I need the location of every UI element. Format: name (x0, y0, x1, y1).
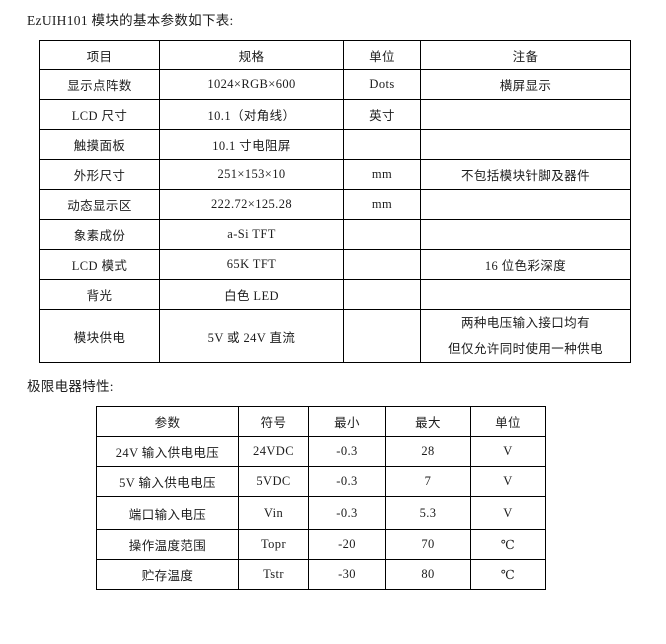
cell-spec: 10.1（对角线） (159, 99, 344, 130)
cell-symbol: Tstr (238, 559, 309, 590)
cell-spec: 251×153×10 (159, 159, 344, 190)
cell-unit: V (470, 436, 546, 467)
cell-note: 两种电压输入接口均有 但仅允许同时使用一种供电 (420, 309, 631, 363)
cell-min: -0.3 (308, 466, 386, 497)
cell-unit (343, 129, 421, 160)
cell-param: 操作温度范围 (96, 529, 239, 560)
cell-item: 模块供电 (39, 309, 160, 363)
limits-header-row: 参数 符号 最小 最大 单位 (96, 406, 546, 437)
cell-max: 70 (385, 529, 471, 560)
cell-symbol: 5VDC (238, 466, 309, 497)
cell-unit: V (470, 496, 546, 530)
cell-max: 28 (385, 436, 471, 467)
cell-spec: 白色 LED (159, 279, 344, 310)
col-header-symbol: 符号 (238, 406, 309, 437)
cell-param: 5V 输入供电电压 (96, 466, 239, 497)
cell-note (420, 129, 631, 160)
table-row: 象素成份 a-Si TFT (39, 219, 631, 250)
cell-note (420, 189, 631, 220)
cell-note: 不包括模块针脚及器件 (420, 159, 631, 190)
cell-note (420, 99, 631, 130)
cell-unit (343, 279, 421, 310)
cell-item: LCD 模式 (39, 249, 160, 280)
limits-table: 参数 符号 最小 最大 单位 24V 输入供电电压 24VDC -0.3 28 … (96, 406, 546, 590)
limits-section-title: 极限电器特性: (27, 379, 114, 394)
cell-spec: 1024×RGB×600 (159, 69, 344, 100)
cell-item: 触摸面板 (39, 129, 160, 160)
cell-item: 象素成份 (39, 219, 160, 250)
cell-unit: 英寸 (343, 99, 421, 130)
cell-unit (343, 249, 421, 280)
cell-spec: 65K TFT (159, 249, 344, 280)
cell-param: 端口输入电压 (96, 496, 239, 530)
basic-params-table: 项目 规格 单位 注备 显示点阵数 1024×RGB×600 Dots 横屏显示… (39, 40, 631, 363)
cell-note (420, 219, 631, 250)
cell-note: 16 位色彩深度 (420, 249, 631, 280)
cell-item: LCD 尺寸 (39, 99, 160, 130)
table-row: 背光 白色 LED (39, 279, 631, 310)
table-row: 24V 输入供电电压 24VDC -0.3 28 V (96, 436, 546, 467)
cell-note (420, 279, 631, 310)
col-header-max: 最大 (385, 406, 471, 437)
cell-note: 横屏显示 (420, 69, 631, 100)
table-row: 触摸面板 10.1 寸电阻屏 (39, 129, 631, 160)
cell-item: 外形尺寸 (39, 159, 160, 190)
cell-item: 背光 (39, 279, 160, 310)
table-row: LCD 尺寸 10.1（对角线） 英寸 (39, 99, 631, 130)
cell-min: -20 (308, 529, 386, 560)
cell-symbol: 24VDC (238, 436, 309, 467)
col-header-spec: 规格 (159, 40, 344, 70)
cell-item: 显示点阵数 (39, 69, 160, 100)
cell-unit: mm (343, 159, 421, 190)
cell-symbol: Vin (238, 496, 309, 530)
col-header-note: 注备 (420, 40, 631, 70)
cell-unit: ℃ (470, 559, 546, 590)
cell-unit (343, 219, 421, 250)
basic-params-title: EzUIH101 模块的基本参数如下表: (27, 13, 234, 28)
cell-spec: a-Si TFT (159, 219, 344, 250)
table-row: 显示点阵数 1024×RGB×600 Dots 横屏显示 (39, 69, 631, 100)
cell-min: -30 (308, 559, 386, 590)
table-row: LCD 模式 65K TFT 16 位色彩深度 (39, 249, 631, 280)
cell-spec: 222.72×125.28 (159, 189, 344, 220)
cell-param: 贮存温度 (96, 559, 239, 590)
cell-unit: mm (343, 189, 421, 220)
cell-max: 80 (385, 559, 471, 590)
cell-min: -0.3 (308, 436, 386, 467)
cell-spec: 10.1 寸电阻屏 (159, 129, 344, 160)
cell-unit: V (470, 466, 546, 497)
cell-unit: Dots (343, 69, 421, 100)
table-row: 模块供电 5V 或 24V 直流 两种电压输入接口均有 但仅允许同时使用一种供电 (39, 309, 631, 363)
table-row: 操作温度范围 Topr -20 70 ℃ (96, 529, 546, 560)
cell-item: 动态显示区 (39, 189, 160, 220)
cell-symbol: Topr (238, 529, 309, 560)
col-header-item: 项目 (39, 40, 160, 70)
cell-max: 7 (385, 466, 471, 497)
cell-spec: 5V 或 24V 直流 (159, 309, 344, 363)
col-header-min: 最小 (308, 406, 386, 437)
cell-min: -0.3 (308, 496, 386, 530)
table-row: 外形尺寸 251×153×10 mm 不包括模块针脚及器件 (39, 159, 631, 190)
col-header-unit: 单位 (470, 406, 546, 437)
col-header-unit: 单位 (343, 40, 421, 70)
basic-params-header-row: 项目 规格 单位 注备 (39, 40, 631, 70)
cell-max: 5.3 (385, 496, 471, 530)
table-row: 贮存温度 Tstr -30 80 ℃ (96, 559, 546, 590)
cell-unit: ℃ (470, 529, 546, 560)
table-row: 动态显示区 222.72×125.28 mm (39, 189, 631, 220)
cell-param: 24V 输入供电电压 (96, 436, 239, 467)
cell-unit (343, 309, 421, 363)
col-header-param: 参数 (96, 406, 239, 437)
table-row: 5V 输入供电电压 5VDC -0.3 7 V (96, 466, 546, 497)
table-row: 端口输入电压 Vin -0.3 5.3 V (96, 496, 546, 530)
